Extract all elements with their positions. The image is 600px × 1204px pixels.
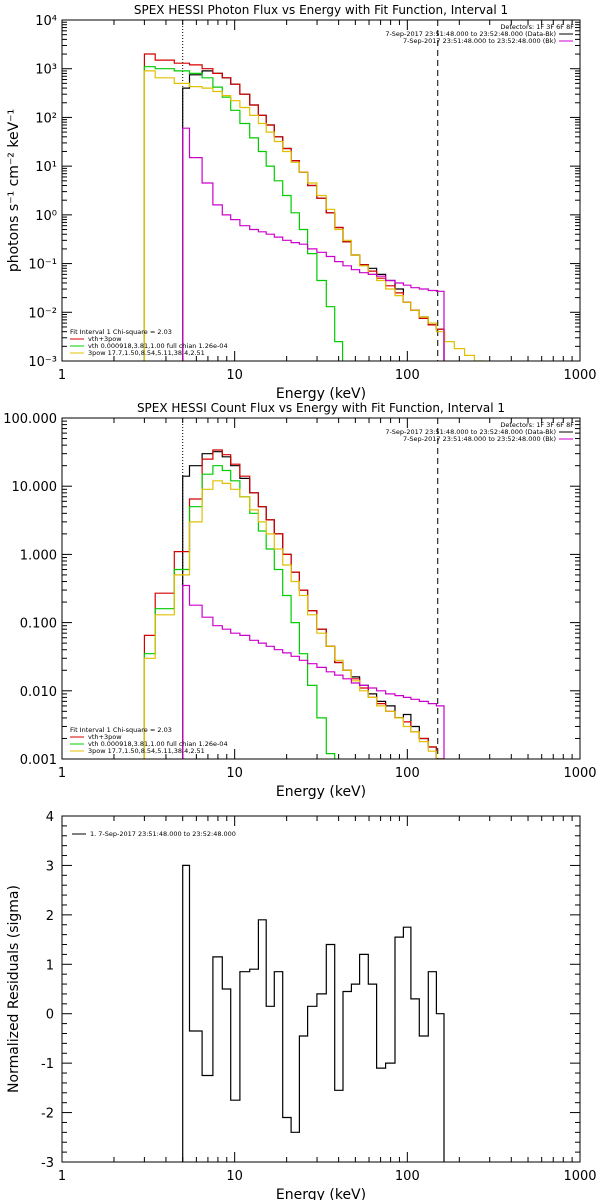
x-axis-label: Energy (keV) [276, 784, 366, 800]
y-tick-label: 10⁻² [28, 306, 57, 321]
legend-entry: vth 0.000918,3.81,1.00 full chian 1.26e-… [88, 740, 228, 748]
x-tick-label: 10 [226, 368, 243, 383]
y-tick-label: -1 [41, 1057, 54, 1072]
legend-entry: 7-Sep-2017 23:51:48.000 to 23:52:48.000 … [403, 435, 556, 443]
series-line-3 [143, 465, 336, 759]
chart-title: SPEX HESSI Photon Flux vs Energy with Fi… [134, 3, 508, 17]
legend-entry: 7-Sep-2017 23:51:48.000 to 23:52:48.000 … [385, 428, 556, 436]
plot-frame [61, 19, 581, 362]
legend-entry: 3pow 17.7,1.50,8.54,5.11,38.4,2.51 [88, 747, 205, 755]
series-group [143, 449, 445, 759]
y-axis-label: Normalized Residuals (sigma) [6, 885, 22, 1093]
chart-panel-2: SPEX HESSI Count Flux vs Energy with Fit… [3, 401, 596, 800]
y-tick-label: 2 [46, 909, 54, 924]
x-tick-label: 1 [58, 1169, 66, 1184]
chart-title: SPEX HESSI Count Flux vs Energy with Fit… [137, 401, 505, 415]
legend-entry: Detectors: 1F 3F 6F 8F [500, 23, 574, 31]
x-tick-label: 1 [58, 368, 66, 383]
series-line-5 [182, 127, 445, 361]
y-tick-label: 0.001 [20, 753, 57, 768]
y-tick-label: 10² [35, 111, 57, 126]
x-axis-label: Energy (keV) [276, 386, 366, 402]
x-tick-label: 10 [226, 1169, 243, 1184]
x-tick-label: 1000 [563, 766, 596, 781]
y-tick-label: 10.000 [12, 480, 58, 495]
series-line-3 [143, 66, 344, 361]
series-line-2 [143, 449, 445, 759]
y-tick-label: 3 [46, 859, 54, 874]
series-line-4 [143, 480, 445, 759]
series-line-1 [182, 70, 445, 361]
legend-entry: 7-Sep-2017 23:51:48.000 to 23:52:48.000 … [385, 30, 556, 38]
legend-entry: Fit Interval 1 Chi-square = 2.03 [70, 328, 172, 336]
x-tick-label: 1000 [563, 368, 596, 383]
plot-frame [61, 815, 581, 1163]
y-tick-label: -3 [41, 1156, 54, 1171]
y-tick-label: 10⁻¹ [28, 258, 57, 273]
legend-entry: vth 0.000918,3.81,1.00 full chian 1.26e-… [88, 342, 228, 350]
series-line-5 [182, 584, 445, 759]
y-tick-label: 0 [46, 1008, 54, 1023]
y-axis-label: photons s⁻¹ cm⁻² keV⁻¹ [6, 109, 22, 272]
plot-frame [61, 417, 581, 760]
x-tick-label: 100 [395, 368, 420, 383]
x-tick-label: 1000 [563, 1169, 596, 1184]
series-line-4 [143, 70, 485, 361]
y-tick-label: 4 [46, 810, 54, 825]
legend-entry: 1. 7-Sep-2017 23:51:48.000 to 23:52:48.0… [90, 830, 236, 838]
x-axis-label: Energy (keV) [276, 1187, 366, 1200]
legend-entry: 3pow 17.7,1.50,8.54,5.11,38.4,2.51 [88, 349, 205, 357]
y-tick-label: 100.000 [3, 412, 57, 427]
chart-panel-1: SPEX HESSI Photon Flux vs Energy with Fi… [6, 3, 597, 402]
legend-entry: Fit Interval 1 Chi-square = 2.03 [70, 726, 172, 734]
x-tick-label: 100 [395, 766, 420, 781]
y-tick-label: 10⁻³ [28, 355, 57, 370]
series-line-1 [182, 451, 445, 759]
legend-entry: vth+3pow [88, 733, 122, 741]
legend-entry: Detectors: 1F 3F 6F 8F [500, 421, 574, 429]
series-group [143, 53, 485, 361]
y-tick-label: 1 [46, 958, 54, 973]
y-tick-label: 10⁰ [35, 209, 57, 224]
y-tick-label: -2 [41, 1107, 54, 1122]
y-tick-label: 10³ [35, 63, 57, 78]
y-tick-label: 10¹ [35, 160, 57, 175]
x-tick-label: 1 [58, 766, 66, 781]
chart-panel-3: 1 10 100 1000 Energy (keV) -3 -2 -1 0 1 2 3 4 Normali… [6, 810, 597, 1203]
series-group [182, 864, 445, 1162]
y-tick-label: 0.010 [20, 685, 57, 700]
y-tick-label: 10⁴ [35, 14, 57, 29]
y-tick-label: 1.000 [20, 548, 57, 563]
x-tick-label: 10 [226, 766, 243, 781]
y-tick-label: 0.100 [20, 617, 57, 632]
series-line-2 [143, 53, 445, 361]
x-tick-label: 100 [395, 1169, 420, 1184]
legend-entry: vth+3pow [88, 335, 122, 343]
series-line-1 [182, 864, 445, 1162]
legend-entry: 7-Sep-2017 23:51:48.000 to 23:52:48.000 … [403, 37, 556, 45]
